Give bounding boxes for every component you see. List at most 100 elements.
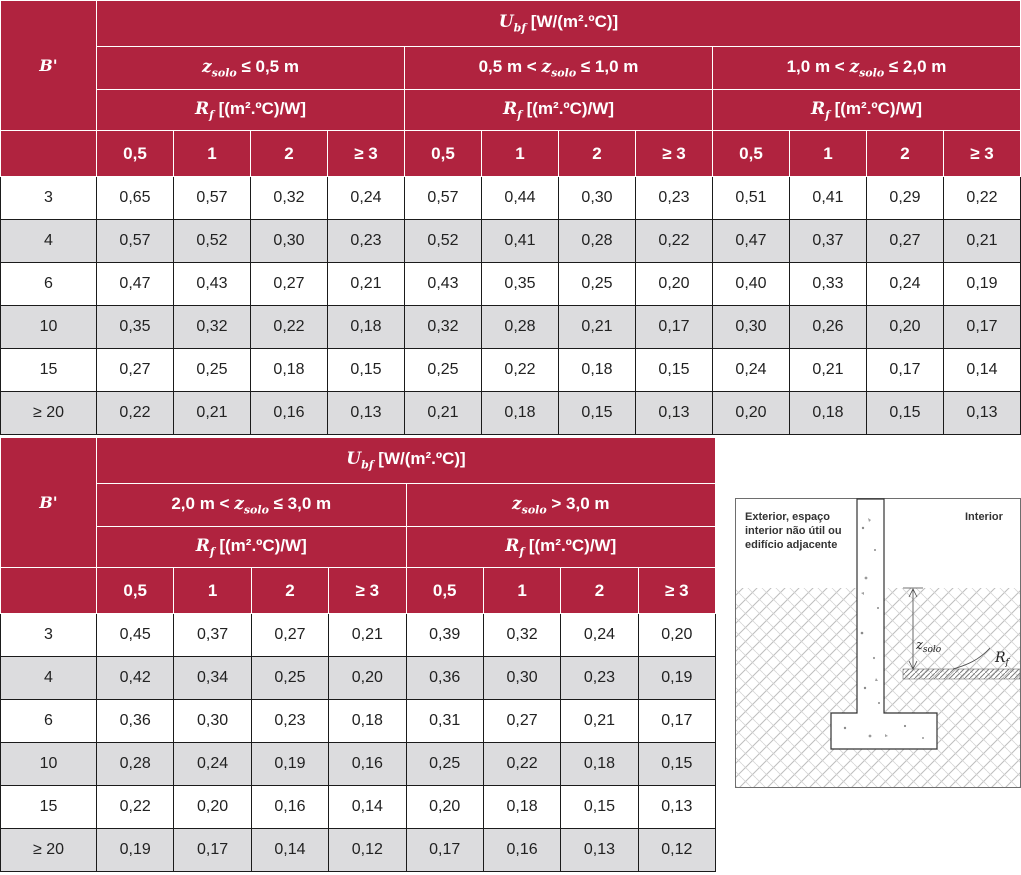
u-value-cell: 0,19: [637, 656, 717, 700]
u-value-cell: 0,21: [173, 391, 251, 435]
u-value-cell: 0,20: [173, 785, 252, 829]
r-value-header: ≥ 3: [637, 567, 717, 614]
u-value-cell: 0,32: [404, 305, 482, 349]
z-solo-group-header: zsolo > 3,0 m: [405, 483, 716, 527]
z-solo-dimension: [903, 587, 923, 670]
u-value-cell: 0,15: [635, 348, 713, 392]
u-value-cell: 0,35: [96, 305, 174, 349]
table-row: ≥ 20 0,22 0,21 0,16 0,13 0,21 0,18 0,15 0,13 0,20…: [0, 391, 1021, 435]
b-prime-cell: 15: [0, 785, 97, 829]
u-value-cell: 0,31: [405, 699, 484, 743]
u-value-cell: 0,18: [558, 348, 636, 392]
u-value-cell: 0,24: [712, 348, 790, 392]
u-value-cell: 0,22: [96, 391, 174, 435]
u-value-cell: 0,51: [712, 176, 790, 220]
u-value-cell: 0,22: [635, 219, 713, 263]
b-prime-cell: 3: [0, 613, 97, 657]
r-value-header: ≥ 3: [943, 130, 1021, 177]
u-value-cell: 0,23: [327, 219, 405, 263]
u-value-cell: 0,21: [558, 305, 636, 349]
foundation-diagram: Exterior, espaço interior não útil ou ed…: [735, 498, 1021, 788]
r-value-header: ≥ 3: [327, 130, 405, 177]
r-value-header: 2: [250, 130, 328, 177]
r-value-header: 1: [789, 130, 867, 177]
u-value-cell: 0,22: [481, 348, 559, 392]
b-prime-header-spacer: [0, 567, 97, 614]
u-value-cell: 0,20: [635, 262, 713, 306]
u-value-cell: 0,35: [481, 262, 559, 306]
u-value-cell: 0,18: [482, 785, 562, 829]
u-value-cell: 0,34: [173, 656, 252, 700]
u-value-cell: 0,13: [560, 828, 639, 872]
u-value-cell: 0,26: [789, 305, 867, 349]
u-value-cell: 0,32: [173, 305, 251, 349]
r-value-header: ≥ 3: [328, 567, 407, 614]
u-value-cell: 0,25: [404, 348, 482, 392]
u-value-cell: 0,36: [405, 656, 484, 700]
u-bf-header: Ubf [W/(m².ºC)]: [96, 437, 716, 484]
r-value-header: ≥ 3: [635, 130, 713, 177]
b-prime-cell: ≥ 20: [0, 828, 97, 872]
u-value-cell: 0,27: [482, 699, 562, 743]
u-value-cell: 0,25: [405, 742, 484, 786]
u-value-cell: 0,21: [327, 262, 405, 306]
u-value-cell: 0,22: [943, 176, 1021, 220]
u-value-cell: 0,22: [482, 742, 562, 786]
table-row: 6 0,47 0,43 0,27 0,21 0,43 0,35 0,25 0,20 0,40 0,3…: [0, 262, 1021, 306]
u-value-cell: 0,27: [866, 219, 944, 263]
u-value-cell: 0,24: [560, 613, 639, 657]
b-prime-header: B': [0, 437, 97, 568]
table-row: 4 0,42 0,34 0,25 0,20 0,36 0,30 0,23 0,19: [0, 656, 717, 700]
table-row: 4 0,57 0,52 0,30 0,23 0,52 0,41 0,28 0,22 0,47 0,3…: [0, 219, 1021, 263]
u-value-cell: 0,13: [943, 391, 1021, 435]
b-prime-cell: 4: [0, 656, 97, 700]
u-value-cell: 0,15: [558, 391, 636, 435]
u-value-cell: 0,19: [250, 742, 330, 786]
u-value-cell: 0,12: [637, 828, 717, 872]
b-prime-cell: 10: [0, 742, 97, 786]
u-value-cell: 0,19: [943, 262, 1021, 306]
u-value-cell: 0,30: [173, 699, 252, 743]
u-value-cell: 0,29: [866, 176, 944, 220]
z-solo-label: zsolo: [915, 638, 942, 655]
u-value-cell: 0,13: [327, 391, 405, 435]
u-value-cell: 0,21: [789, 348, 867, 392]
u-value-cell: 0,47: [712, 219, 790, 263]
u-value-cell: 0,25: [558, 262, 636, 306]
u-value-cell: 0,16: [250, 391, 328, 435]
b-prime-cell: 6: [0, 699, 97, 743]
u-value-cell: 0,30: [712, 305, 790, 349]
u-value-cell: 0,23: [635, 176, 713, 220]
u-value-cell: 0,15: [637, 742, 717, 786]
u-value-cell: 0,28: [481, 305, 559, 349]
u-value-cell: 0,43: [173, 262, 251, 306]
u-value-cell: 0,18: [789, 391, 867, 435]
z-solo-group-header: zsolo ≤ 0,5 m: [96, 46, 405, 90]
r-value-header: 2: [866, 130, 944, 177]
u-value-cell: 0,57: [404, 176, 482, 220]
table-body: 3 0,65 0,57 0,32 0,24 0,57 0,44 0,30 0,23 0,51 0,4…: [0, 176, 1021, 435]
b-prime-cell: 6: [0, 262, 97, 306]
exterior-label: edifício adjacente: [745, 539, 837, 551]
table-row: 15 0,27 0,25 0,18 0,15 0,25 0,22 0,18 0,15 0,24 0,…: [0, 348, 1021, 392]
u-value-cell: 0,57: [96, 219, 174, 263]
u-value-cell: 0,28: [558, 219, 636, 263]
u-value-cell: 0,32: [250, 176, 328, 220]
u-value-cell: 0,47: [96, 262, 174, 306]
u-value-cell: 0,37: [173, 613, 252, 657]
concrete-foundation: [830, 498, 938, 750]
u-value-cell: 0,25: [173, 348, 251, 392]
u-value-cell: 0,33: [789, 262, 867, 306]
table-row: 10 0,35 0,32 0,22 0,18 0,32 0,28 0,21 0,17 0,30 0,…: [0, 305, 1021, 349]
u-value-cell: 0,27: [96, 348, 174, 392]
exterior-label: interior não útil ou: [745, 525, 842, 537]
u-bf-header: Ubf [W/(m².ºC)]: [96, 0, 1021, 47]
r-value-header: 0,5: [95, 567, 175, 614]
u-value-cell: 0,17: [405, 828, 484, 872]
r-value-header: 2: [560, 567, 639, 614]
u-value-cell: 0,27: [250, 262, 328, 306]
table-row: 6 0,36 0,30 0,23 0,18 0,31 0,27 0,21 0,17: [0, 699, 717, 743]
r-f-header: Rf [(m².ºC)/W]: [404, 89, 713, 131]
u-value-cell: 0,36: [95, 699, 175, 743]
u-value-cell: 0,30: [482, 656, 562, 700]
